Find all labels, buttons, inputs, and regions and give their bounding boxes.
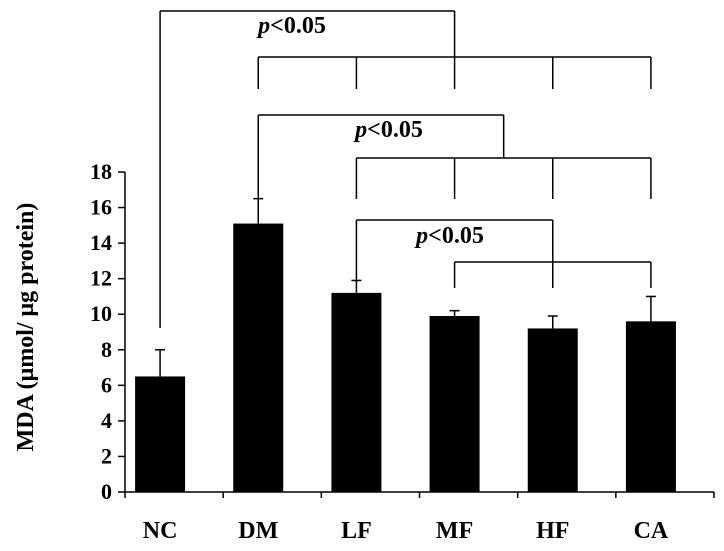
significance-label: p<0.05 <box>256 13 326 39</box>
y-tick-label: 4 <box>101 408 112 433</box>
bar-nc <box>135 376 186 492</box>
bar-lf <box>331 292 382 492</box>
axes: 0 2 4 6 8 10 12 14 16 18 <box>90 159 715 504</box>
bar-mf <box>429 316 480 492</box>
bar-ca <box>625 321 676 492</box>
significance-label: p<0.05 <box>353 117 423 143</box>
y-tick-label: 14 <box>90 230 112 255</box>
category-label-lf: LF <box>341 518 372 544</box>
category-label-dm: DM <box>238 518 278 544</box>
y-tick-label: 0 <box>101 479 112 504</box>
y-tick-label: 10 <box>90 301 112 326</box>
y-axis-label: MDA (μmol/ μg protein) <box>13 203 39 452</box>
significance-brackets: p<0.05 p<0.05 p<0.05 <box>159 10 652 328</box>
error-bars <box>155 197 656 377</box>
y-tick-label: 16 <box>90 195 112 220</box>
category-label-ca: CA <box>634 518 669 544</box>
y-tick-label: 6 <box>101 372 112 397</box>
y-tick-label: 2 <box>101 443 112 468</box>
y-tick-label: 8 <box>101 337 112 362</box>
y-tick-label: 18 <box>90 159 112 184</box>
bar-dm <box>233 223 284 493</box>
bars <box>135 223 676 493</box>
bar-hf <box>527 328 578 492</box>
category-label-hf: HF <box>536 518 569 544</box>
category-label-mf: MF <box>436 518 473 544</box>
significance-label: p<0.05 <box>414 223 484 249</box>
category-label-nc: NC <box>143 518 178 544</box>
category-labels: NC DM LF MF HF CA <box>143 518 669 544</box>
y-tick-label: 12 <box>90 266 112 291</box>
